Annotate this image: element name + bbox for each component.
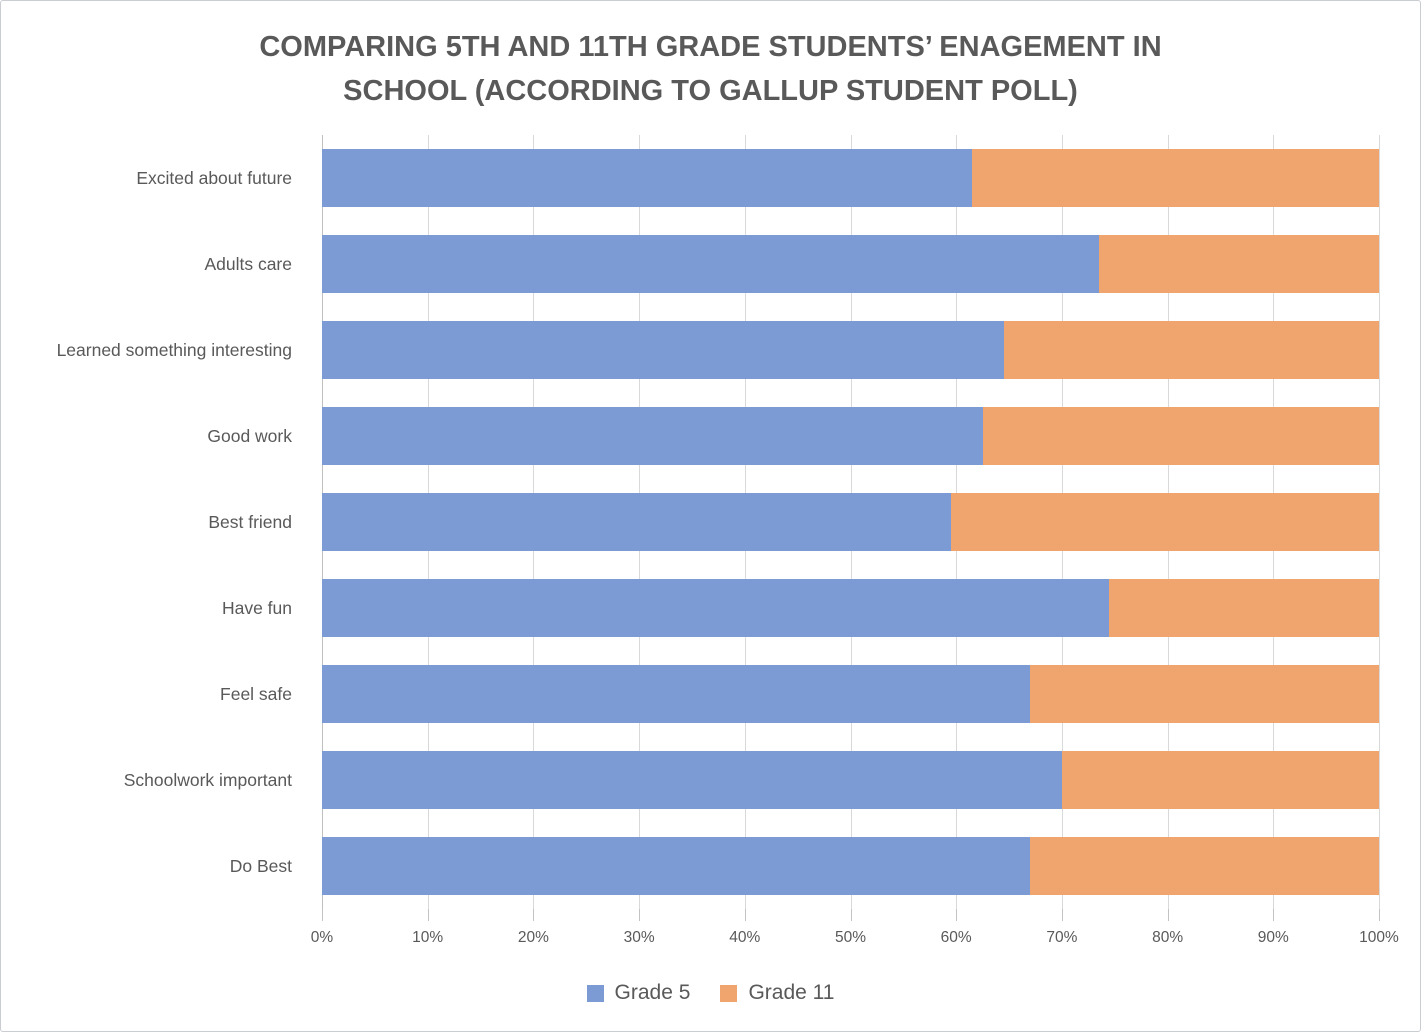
bar-segment-grade5 <box>322 751 1062 809</box>
category-label: Good work <box>207 426 292 446</box>
bar-row <box>322 737 1379 823</box>
stacked-bar <box>322 751 1379 809</box>
x-tick-label: 20% <box>517 929 549 946</box>
axis-tick <box>427 909 429 921</box>
stacked-bar <box>322 321 1379 379</box>
axis-tick <box>744 909 746 921</box>
bar-segment-grade11 <box>1098 235 1379 293</box>
bar-segment-grade5 <box>322 407 983 465</box>
x-tick-label: 70% <box>1046 929 1078 946</box>
stacked-bar <box>322 407 1379 465</box>
bar-segment-grade11 <box>1030 665 1379 723</box>
legend-swatch <box>720 984 738 1002</box>
bar-segment-grade11 <box>1061 751 1379 809</box>
legend-item: Grade 5 <box>586 981 691 1005</box>
category-label: Adults care <box>204 254 292 274</box>
axis-tick <box>1273 909 1275 921</box>
bar-segment-grade5 <box>322 493 951 551</box>
bar-row <box>322 479 1379 565</box>
legend-label: Grade 11 <box>748 981 835 1004</box>
stacked-bar <box>322 493 1379 551</box>
axis-tick <box>1167 909 1169 921</box>
bar-segment-grade11 <box>950 493 1379 551</box>
bar-segment-grade5 <box>322 665 1031 723</box>
bar-segment-grade5 <box>322 149 973 207</box>
category-label: Schoolwork important <box>123 770 292 790</box>
bar-segment-grade5 <box>322 321 1004 379</box>
bar-segment-grade5 <box>322 579 1110 637</box>
axis-tick <box>322 909 323 921</box>
legend-swatch <box>586 984 604 1002</box>
bar-segment-grade5 <box>322 837 1031 895</box>
legend: Grade 5 Grade 11 <box>1 981 1420 1005</box>
axis-tick <box>1379 909 1380 921</box>
bar-row <box>322 651 1379 737</box>
bar-row <box>322 221 1379 307</box>
bar-segment-grade11 <box>972 149 1379 207</box>
bar-segment-grade11 <box>1030 837 1379 895</box>
bar-row <box>322 393 1379 479</box>
stacked-bar <box>322 149 1379 207</box>
x-tick-label: 10% <box>412 929 444 946</box>
chart-title-line1: COMPARING 5TH AND 11TH GRADE STUDENTS’ E… <box>259 31 1162 63</box>
bar-row <box>322 565 1379 651</box>
stacked-bar <box>322 837 1379 895</box>
value-axis: 0% 10% 20% 30% 40% 50% 60% 70% 80% 90% 100% <box>1 929 1420 951</box>
bar-row <box>322 307 1379 393</box>
chart-title: COMPARING 5TH AND 11TH GRADE STUDENTS’ E… <box>1 25 1420 113</box>
x-tick-label: 60% <box>940 929 972 946</box>
x-tick-label: 80% <box>1152 929 1184 946</box>
category-label: Best friend <box>208 512 292 532</box>
category-label: Feel safe <box>220 684 292 704</box>
category-label: Have fun <box>221 598 292 618</box>
x-tick-label: 40% <box>729 929 761 946</box>
category-label: Learned something interesting <box>56 340 292 360</box>
bar-segment-grade11 <box>1003 321 1379 379</box>
x-tick-label: 100% <box>1359 929 1399 946</box>
chart-title-line2: SCHOOL (ACCORDING TO GALLUP STUDENT POLL… <box>343 75 1078 107</box>
axis-tick <box>639 909 641 921</box>
stacked-bar <box>322 235 1379 293</box>
category-label: Excited about future <box>136 168 292 188</box>
bar-segment-grade11 <box>1109 579 1379 637</box>
category-label: Do Best <box>229 856 292 876</box>
stacked-bar <box>322 579 1379 637</box>
axis-tick <box>1061 909 1063 921</box>
legend-item: Grade 11 <box>720 981 834 1005</box>
gridline <box>1379 135 1380 909</box>
category-axis: Excited about future Adults care Learned s… <box>1 135 310 909</box>
bar-segment-grade5 <box>322 235 1099 293</box>
x-tick-label: 0% <box>310 929 334 946</box>
x-tick-label: 90% <box>1257 929 1289 946</box>
bar-row <box>322 823 1379 909</box>
bar-row <box>322 135 1379 221</box>
x-tick-label: 50% <box>834 929 867 946</box>
legend-label: Grade 5 <box>614 981 691 1004</box>
axis-tick <box>533 909 535 921</box>
axis-tick <box>850 909 852 921</box>
stacked-bar <box>322 665 1379 723</box>
plot-area <box>322 135 1380 921</box>
bar-segment-grade11 <box>982 407 1379 465</box>
axis-tick <box>956 909 958 921</box>
x-tick-label: 30% <box>623 929 655 946</box>
